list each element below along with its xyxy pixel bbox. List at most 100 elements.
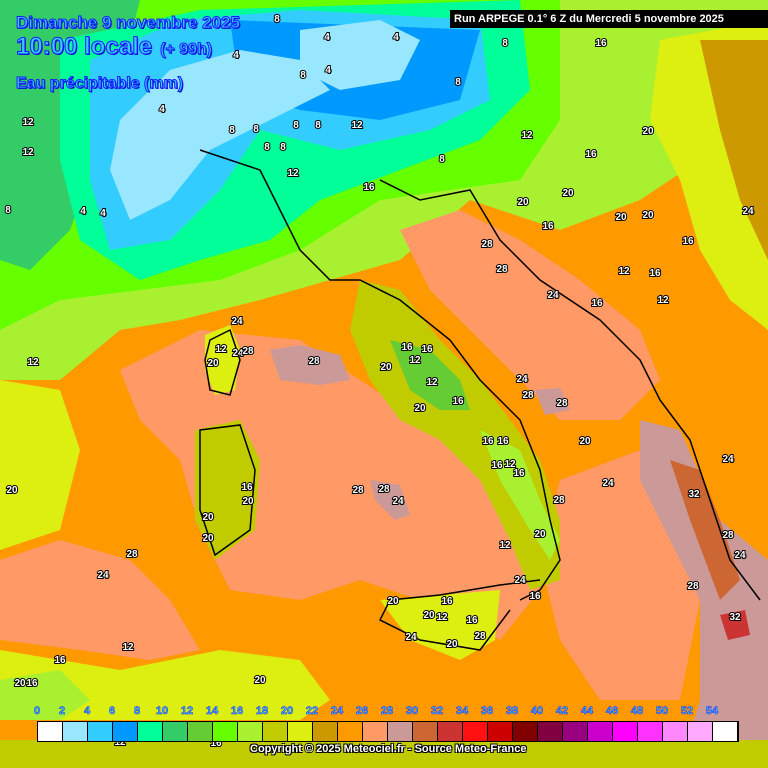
legend-tick: 24 bbox=[330, 705, 344, 718]
contour-label: 16 bbox=[363, 182, 375, 193]
contour-label: 20 bbox=[254, 675, 266, 686]
contour-label: 8 bbox=[293, 120, 299, 131]
legend-swatch bbox=[488, 722, 513, 741]
legend-swatch bbox=[113, 722, 138, 741]
contour-label: 20 bbox=[642, 126, 654, 137]
contour-label: 8 bbox=[455, 77, 461, 88]
field-pink-tyrrhenian bbox=[270, 345, 350, 385]
contour-label: 4 bbox=[233, 50, 239, 61]
contour-label: 12 bbox=[122, 642, 134, 653]
contour-label: 8 bbox=[253, 124, 259, 135]
contour-label: 20 bbox=[414, 403, 426, 414]
field-green-southwest bbox=[0, 670, 90, 720]
contour-label: 8 bbox=[274, 14, 280, 25]
contour-label: 16 bbox=[591, 298, 603, 309]
contour-label: 12 bbox=[521, 130, 533, 141]
contour-label: 28 bbox=[352, 485, 364, 496]
legend-tick: 42 bbox=[555, 705, 569, 718]
color-scale-legend bbox=[37, 721, 739, 742]
legend-tick: 50 bbox=[655, 705, 669, 718]
contour-label: 12 bbox=[504, 459, 516, 470]
contour-label: 28 bbox=[308, 356, 320, 367]
contour-label: 8 bbox=[502, 38, 508, 49]
field-lightblue-alps bbox=[110, 50, 330, 220]
legend-tick: 30 bbox=[405, 705, 419, 718]
legend-swatch bbox=[513, 722, 538, 741]
contour-label: 4 bbox=[100, 208, 106, 219]
field-corsica bbox=[205, 325, 240, 395]
legend-swatch bbox=[213, 722, 238, 741]
legend-swatch bbox=[388, 722, 413, 741]
contour-label: 12 bbox=[22, 117, 34, 128]
contour-label: 8 bbox=[5, 205, 11, 216]
contour-label: 20 bbox=[615, 212, 627, 223]
contour-label: 8 bbox=[229, 125, 235, 136]
contour-label: 28 bbox=[242, 346, 254, 357]
contour-label: 16 bbox=[421, 344, 433, 355]
forecast-time: 10:00 locale (+ 99h) bbox=[15, 33, 212, 61]
legend-swatch bbox=[238, 722, 263, 741]
contour-label: 20 bbox=[642, 210, 654, 221]
legend-swatch bbox=[563, 722, 588, 741]
contour-label: 12 bbox=[499, 540, 511, 551]
field-sicily bbox=[380, 590, 500, 660]
contour-label: 24 bbox=[734, 550, 746, 561]
legend-tick: 26 bbox=[355, 705, 369, 718]
contour-label: 20 bbox=[517, 197, 529, 208]
field-pink-adriatic bbox=[535, 388, 570, 415]
contour-label: 32 bbox=[688, 489, 700, 500]
legend-tick: 0 bbox=[33, 705, 41, 718]
legend-swatch bbox=[438, 722, 463, 741]
field-calabria-green bbox=[480, 430, 560, 560]
contour-label: 16 bbox=[529, 591, 541, 602]
contour-label: 20 bbox=[579, 436, 591, 447]
contour-label: 16 bbox=[585, 149, 597, 160]
contour-label: 20 bbox=[534, 529, 546, 540]
contour-label: 16 bbox=[401, 342, 413, 353]
contour-label: 16 bbox=[54, 655, 66, 666]
contour-label: 20 bbox=[202, 512, 214, 523]
legend-tick: 48 bbox=[630, 705, 644, 718]
legend-swatch bbox=[63, 722, 88, 741]
legend-swatch bbox=[88, 722, 113, 741]
contour-label: 28 bbox=[126, 549, 138, 560]
contour-label: 28 bbox=[722, 530, 734, 541]
contour-label: 24 bbox=[231, 316, 243, 327]
contour-label: 20 bbox=[202, 533, 214, 544]
variable-title: Eau précipitable (mm) bbox=[15, 75, 184, 93]
field-pink-center bbox=[370, 480, 410, 520]
legend-swatch bbox=[188, 722, 213, 741]
contour-label: 12 bbox=[426, 377, 438, 388]
legend-swatch bbox=[663, 722, 688, 741]
legend-tick: 38 bbox=[505, 705, 519, 718]
contour-label: 16 bbox=[466, 615, 478, 626]
contour-label: 16 bbox=[497, 436, 509, 447]
legend-swatch bbox=[688, 722, 713, 741]
field-brown-greece bbox=[670, 460, 740, 600]
field-red-spot bbox=[720, 610, 750, 640]
contour-label: 4 bbox=[324, 32, 330, 43]
legend-tick: 46 bbox=[605, 705, 619, 718]
contour-label: 20 bbox=[562, 188, 574, 199]
contour-label: 28 bbox=[522, 390, 534, 401]
legend-tick: 10 bbox=[155, 705, 169, 718]
contour-label: 8 bbox=[315, 120, 321, 131]
legend-swatch bbox=[338, 722, 363, 741]
legend-tick: 54 bbox=[705, 705, 719, 718]
legend-tick: 12 bbox=[180, 705, 194, 718]
forecast-local-time: 10:00 locale bbox=[15, 33, 153, 61]
run-info: Run ARPEGE 0.1° 6 Z du Mercredi 5 novemb… bbox=[450, 10, 768, 28]
contour-label: 24 bbox=[722, 454, 734, 465]
contour-label: 12 bbox=[409, 355, 421, 366]
legend-tick: 16 bbox=[230, 705, 244, 718]
legend-swatch bbox=[413, 722, 438, 741]
contour-label: 16 bbox=[595, 38, 607, 49]
legend-tick: 44 bbox=[580, 705, 594, 718]
contour-label: 28 bbox=[556, 398, 568, 409]
legend-tick: 34 bbox=[455, 705, 469, 718]
legend-swatch bbox=[163, 722, 188, 741]
copyright: Copyright © 2025 Meteociel.fr - Source M… bbox=[250, 743, 527, 755]
contour-label: 8 bbox=[280, 142, 286, 153]
field-italy-green bbox=[390, 340, 470, 410]
